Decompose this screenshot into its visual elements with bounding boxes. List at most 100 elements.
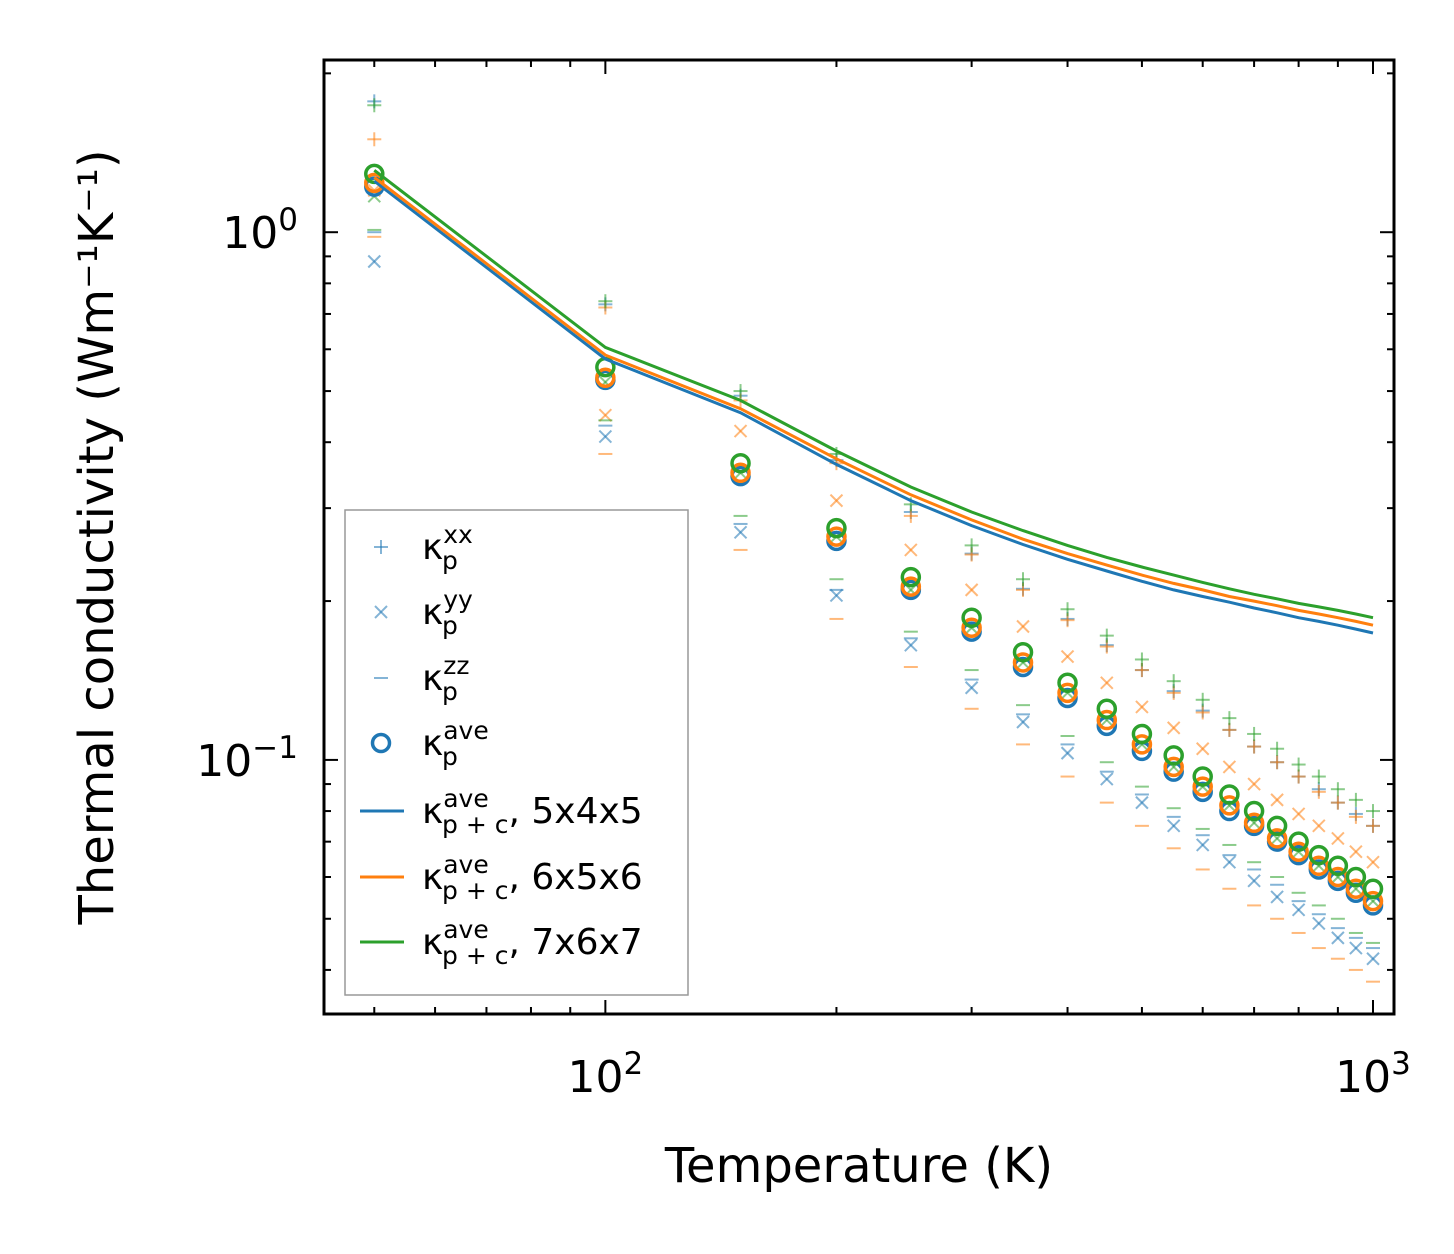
cross-b [1331, 831, 1345, 846]
x-tick-label: 103 [1335, 1046, 1411, 1103]
point-yy [1291, 903, 1306, 917]
point-ave [1243, 800, 1265, 822]
point-ave [826, 517, 847, 539]
point-yy [1016, 715, 1030, 729]
point-yy [367, 254, 381, 269]
point-xx [367, 132, 382, 147]
plot-frame [322, 58, 1396, 1016]
y-axis-label: Thermal conductivity (Wm⁻¹K⁻¹) [69, 149, 125, 925]
point-yy [964, 681, 979, 695]
point-ave [1327, 855, 1349, 877]
point-xx [598, 294, 613, 309]
point-ave [900, 576, 922, 597]
point-yy [1247, 777, 1261, 791]
point-ave [1219, 795, 1240, 816]
cross-b [733, 525, 748, 539]
point-xx [1311, 769, 1326, 784]
cross-b [733, 424, 748, 438]
cross-b [1222, 855, 1237, 869]
legend-label: κave p + c, 5x4x5 [422, 784, 643, 839]
point-xx [1222, 711, 1237, 726]
cross-b [1166, 819, 1181, 833]
line-5x4x5 [373, 179, 1374, 635]
cross-b [1366, 952, 1380, 966]
point-xx [1291, 769, 1306, 784]
point-yy [1135, 700, 1149, 714]
cross-b [1270, 890, 1284, 904]
point-yy [1270, 793, 1284, 807]
point-yy [1222, 855, 1237, 869]
cross-b [1195, 838, 1210, 852]
cross-b [829, 493, 844, 508]
point-yy [1166, 721, 1181, 735]
legend-box [344, 509, 689, 996]
cross-b [1312, 819, 1326, 833]
cross-b [1270, 793, 1284, 807]
legend-label: κave p [422, 716, 489, 771]
point-ave [1012, 652, 1034, 673]
point-yy [1366, 855, 1380, 869]
point-xx [1247, 739, 1262, 754]
point-ave [1308, 844, 1330, 866]
point-xx [1366, 804, 1381, 819]
cross-b [374, 605, 388, 619]
cross-b [1060, 649, 1075, 664]
point-ave [1362, 890, 1384, 912]
cross-b [1247, 874, 1261, 888]
cross-b [904, 638, 918, 652]
legend-entry: κxx p [374, 520, 473, 575]
legend-handle-ave [370, 732, 392, 754]
x-tick-label: 102 [567, 1046, 643, 1103]
x-axis-label: Temperature (K) [664, 1138, 1053, 1194]
cross-b [1016, 715, 1030, 729]
point-ave [1362, 878, 1384, 899]
legend-entry: κave p + c, 6x5x6 [360, 850, 643, 905]
cross-b [964, 681, 979, 695]
legend-entry: κave p [370, 716, 489, 771]
point-yy [1195, 838, 1210, 852]
y-tick-label: 100 [222, 202, 298, 259]
series-ave-7x6x7 [364, 163, 1384, 899]
point-yy [1312, 819, 1326, 833]
cross-b [1016, 619, 1030, 634]
point-ave [1345, 866, 1367, 888]
point-xx [1060, 602, 1075, 617]
point-ave [1219, 784, 1240, 805]
point-ave [1192, 766, 1213, 787]
point-ave [1266, 815, 1288, 837]
point-yy [598, 408, 613, 422]
point-yy [1349, 844, 1363, 859]
point-xx [1134, 652, 1149, 667]
point-ave [595, 367, 616, 388]
point-xx [733, 384, 748, 399]
point-yy [1166, 819, 1181, 833]
legend-label: κave p + c, 6x5x6 [422, 850, 643, 905]
point-xx [1366, 818, 1381, 833]
point-yy [1016, 619, 1030, 634]
point-ave [730, 452, 751, 474]
cross-b [829, 588, 844, 603]
point-xx [1270, 741, 1285, 756]
point-ave [1163, 756, 1184, 778]
cross-b [1291, 807, 1306, 821]
point-yy [733, 424, 748, 438]
point-yy [1247, 874, 1261, 888]
cross-b [1100, 772, 1114, 786]
point-yy [1060, 649, 1075, 664]
point-yy [1060, 746, 1075, 760]
point-yy [904, 638, 918, 652]
point-xx [1330, 795, 1345, 810]
point-ave [1096, 698, 1118, 720]
point-yy [829, 588, 844, 603]
cross-b [1060, 746, 1075, 760]
point-xx [1195, 692, 1210, 707]
cross-b [1349, 941, 1363, 955]
point-ave [900, 566, 922, 588]
axis-ticks [324, 60, 1394, 1014]
point-ave [826, 526, 847, 547]
legend-entry: κzz p [374, 651, 469, 706]
point-ave [1308, 855, 1330, 877]
point-ave [730, 462, 751, 484]
legend-handle-xx [374, 540, 388, 554]
